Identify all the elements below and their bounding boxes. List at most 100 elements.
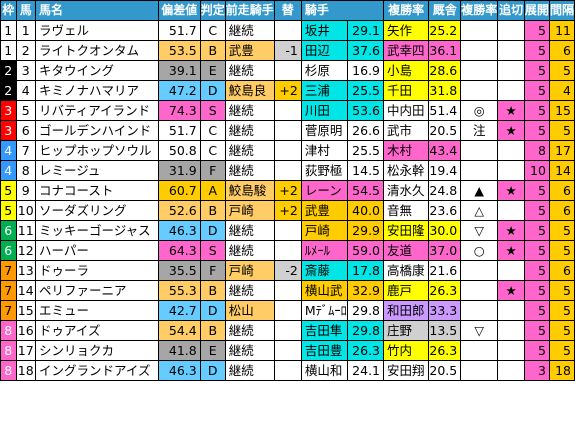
jockey-rate-cell: 59.0 — [346, 240, 385, 261]
tenkai-cell: ★ — [497, 180, 525, 201]
header-uma: 馬 — [15, 0, 36, 21]
jockey-cell: 川田 — [300, 100, 348, 121]
pos-cell: 5 — [523, 120, 550, 141]
horse-name-cell: ミッキーゴージャス — [34, 220, 159, 241]
trainer-cell: 木村 — [383, 140, 430, 161]
uma-cell: 18 — [15, 360, 36, 381]
pos-cell: 5 — [523, 60, 550, 81]
trainer-cell: 安田隆 — [383, 220, 430, 241]
table-row: 3 5 リバティアイランド 74.3 S 継続 川田 53.6 中内田 51.4 ◎ ★ 5 15 — [0, 100, 575, 121]
header-oikiri: 追切 — [497, 0, 525, 21]
uma-cell: 10 — [15, 200, 36, 221]
trainer-rate-cell: 30.0 — [428, 220, 462, 241]
zenso-cell: 松山 — [224, 300, 275, 321]
horse-name-cell: ラヴェル — [34, 20, 159, 41]
uma-cell: 14 — [15, 280, 36, 301]
trainer-cell: 清水久 — [383, 180, 430, 201]
pos-cell: 5 — [523, 220, 550, 241]
trainer-rate-cell: 24.8 — [428, 180, 462, 201]
tenkai-cell — [497, 140, 525, 161]
horse-name-cell: イングランドアイズ — [34, 360, 159, 381]
uma-cell: 1 — [15, 20, 36, 41]
waku-cell: 7 — [0, 260, 17, 281]
jockey-cell: 吉田隼 — [300, 320, 348, 341]
table-row: 2 4 キミノナハマリア 47.2 D 鮫島良 +2 三浦 25.5 千田 31.8 5 4 — [0, 80, 575, 101]
zenso-cell: 継続 — [224, 100, 275, 121]
hantei-cell: C — [199, 140, 226, 161]
horse-name-cell: シンリョクカ — [34, 340, 159, 361]
jockey-rate-cell: 32.9 — [346, 280, 385, 301]
hensa-cell: 50.8 — [157, 140, 201, 161]
oikiri-cell: ▲ — [460, 180, 499, 201]
gap-cell: 14 — [548, 160, 575, 181]
hantei-cell: D — [199, 300, 226, 321]
zenso-cell: 武豊 — [224, 40, 275, 61]
hantei-cell: F — [199, 160, 226, 181]
uma-cell: 9 — [15, 180, 36, 201]
kawari-cell: +2 — [273, 80, 302, 101]
table-row: 7 14 ペリファーニア 55.3 B 継続 横山武 32.9 鹿戸 26.3 ★ 5 5 — [0, 280, 575, 301]
tenkai-cell — [497, 340, 525, 361]
jockey-cell: レーン — [300, 180, 348, 201]
zenso-cell: 継続 — [224, 340, 275, 361]
trainer-rate-cell: 26.3 — [428, 340, 462, 361]
tenkai-cell — [497, 260, 525, 281]
jockey-rate-cell: 37.6 — [346, 40, 385, 61]
uma-cell: 8 — [15, 160, 36, 181]
zenso-cell: 継続 — [224, 120, 275, 141]
trainer-rate-cell: 37.0 — [428, 240, 462, 261]
trainer-cell: 和田郎 — [383, 300, 430, 321]
uma-cell: 12 — [15, 240, 36, 261]
jockey-cell: 三浦 — [300, 80, 348, 101]
table-row: 7 15 エミュー 42.7 D 松山 Mﾃﾞﾑｰﾛ 29.8 和田郎 33.3 5 5 — [0, 300, 575, 321]
table-row: 8 17 シンリョクカ 41.8 E 継続 吉田豊 26.3 竹内 26.3 5 5 — [0, 340, 575, 361]
jockey-cell: 横山武 — [300, 280, 348, 301]
hensa-cell: 47.2 — [157, 80, 201, 101]
tenkai-cell: ★ — [497, 120, 525, 141]
kawari-cell — [273, 300, 302, 321]
table-row: 5 10 ソーダズリング 52.6 B 戸崎 +2 武豊 40.0 音無 23.6 △ 5 6 — [0, 200, 575, 221]
pos-cell: 5 — [523, 240, 550, 261]
waku-cell: 8 — [0, 320, 17, 341]
zenso-cell: 継続 — [224, 20, 275, 41]
waku-cell: 8 — [0, 360, 17, 381]
trainer-rate-cell: 23.6 — [428, 200, 462, 221]
tenkai-cell — [497, 40, 525, 61]
gap-cell: 17 — [548, 140, 575, 161]
hantei-cell: D — [199, 80, 226, 101]
waku-cell: 2 — [0, 80, 17, 101]
trainer-cell: 安田翔 — [383, 360, 430, 381]
kawari-cell: -1 — [273, 40, 302, 61]
header-name: 馬名 — [34, 0, 159, 21]
pos-cell: 5 — [523, 80, 550, 101]
pos-cell: 5 — [523, 300, 550, 321]
jockey-cell: 荻野極 — [300, 160, 348, 181]
trainer-cell: 音無 — [383, 200, 430, 221]
pos-cell: 5 — [523, 340, 550, 361]
table-row: 1 1 ラヴェル 51.7 C 継続 坂井 29.1 矢作 25.2 5 11 — [0, 20, 575, 41]
pos-cell: 10 — [523, 160, 550, 181]
uma-cell: 6 — [15, 120, 36, 141]
pos-cell: 5 — [523, 180, 550, 201]
table-row: 7 13 ドゥーラ 35.5 F 戸崎 -2 斎藤 17.8 高橋康 21.6 5 6 — [0, 260, 575, 281]
gap-cell: 6 — [548, 40, 575, 61]
hensa-cell: 31.9 — [157, 160, 201, 181]
hantei-cell: B — [199, 320, 226, 341]
horse-name-cell: リバティアイランド — [34, 100, 159, 121]
jockey-rate-cell: 29.8 — [346, 320, 385, 341]
hantei-cell: A — [199, 180, 226, 201]
uma-cell: 11 — [15, 220, 36, 241]
hantei-cell: E — [199, 60, 226, 81]
header-kishu-rate: 複勝率 — [383, 0, 430, 21]
pos-cell: 5 — [523, 320, 550, 341]
kawari-cell: -2 — [273, 260, 302, 281]
hensa-cell: 46.3 — [157, 220, 201, 241]
table-row: 6 12 ハーパー 64.3 S 継続 ﾙﾒｰﾙ 59.0 友道 37.0 ○ ★ 5 5 — [0, 240, 575, 261]
hensa-cell: 51.7 — [157, 20, 201, 41]
waku-cell: 4 — [0, 160, 17, 181]
horse-name-cell: コナコースト — [34, 180, 159, 201]
gap-cell: 5 — [548, 280, 575, 301]
oikiri-cell — [460, 340, 499, 361]
oikiri-cell: △ — [460, 200, 499, 221]
uma-cell: 5 — [15, 100, 36, 121]
